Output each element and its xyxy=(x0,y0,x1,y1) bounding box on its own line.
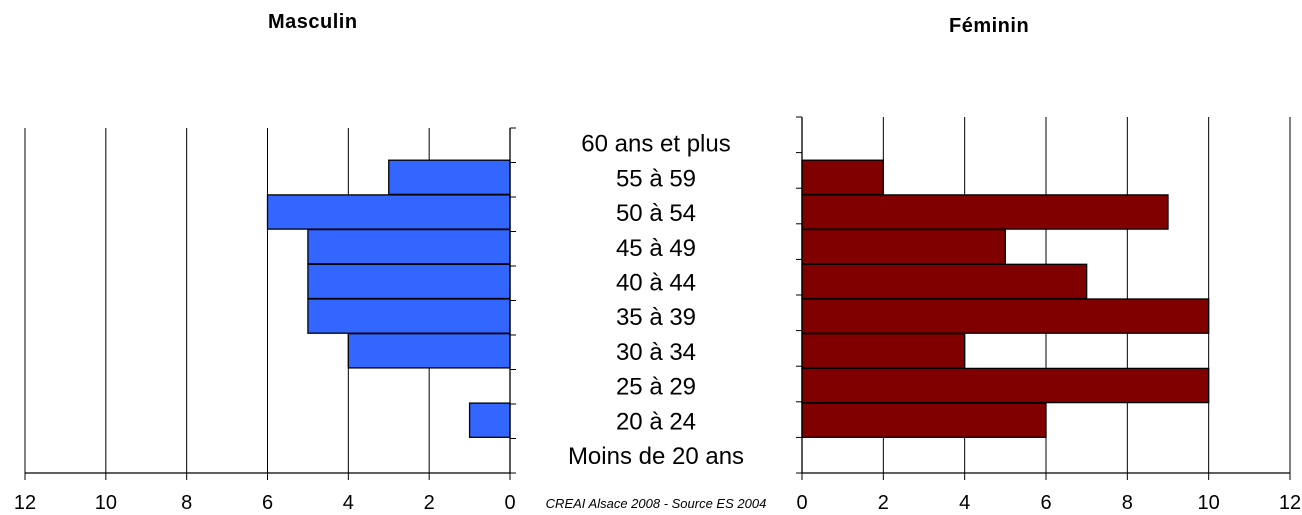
masculin-bars xyxy=(266,159,511,438)
feminin-tick-label-12: 12 xyxy=(1279,492,1301,514)
category-label-35-a-39: 35 à 39 xyxy=(616,304,696,331)
category-label-25-a-29: 25 à 29 xyxy=(616,374,696,401)
feminin-bar-25-a-29 xyxy=(801,367,1210,404)
source-note: CREAI Alsace 2008 - Source ES 2004 xyxy=(546,496,767,511)
category-label-50-a-54: 50 à 54 xyxy=(616,200,696,227)
feminin-tick-label-6: 6 xyxy=(1040,492,1051,514)
feminin-bar-50-a-54 xyxy=(801,194,1169,230)
category-label-moins-de-20-ans: Moins de 20 ans xyxy=(568,443,744,470)
masculin-bar-35-a-39 xyxy=(307,298,511,334)
feminin-bar-40-a-44 xyxy=(801,263,1088,300)
masculin-title: Masculin xyxy=(268,11,358,33)
category-label-30-a-34: 30 à 34 xyxy=(616,339,696,366)
feminin-tick-label-4: 4 xyxy=(959,492,970,514)
masculin-bar-40-a-44 xyxy=(307,263,511,300)
tick-labels: 0 0 2 2 4 4 6 6 8 8 10 10 12 12 xyxy=(14,492,1301,514)
feminin-tick-label-8: 8 xyxy=(1122,492,1133,514)
masculin-bar-50-a-54 xyxy=(266,194,511,230)
category-labels: Moins de 20 ans 20 à 24 25 à 29 30 à 34 35 à… xyxy=(568,131,744,470)
feminin-tick-label-0: 0 xyxy=(796,492,807,514)
masculin-tick-label-12: 12 xyxy=(14,492,36,514)
masculin-bar-45-a-49 xyxy=(307,228,511,265)
masculin-bar-20-a-24 xyxy=(468,402,511,438)
masculin-tick-label-2: 2 xyxy=(424,492,435,514)
feminin-tick-label-2: 2 xyxy=(878,492,889,514)
category-label-40-a-44: 40 à 44 xyxy=(616,270,696,297)
feminin-bar-55-a-59 xyxy=(801,159,884,196)
feminin-title: Féminin xyxy=(949,15,1030,37)
category-label-55-a-59: 55 à 59 xyxy=(616,165,696,192)
feminin-bar-20-a-24 xyxy=(801,402,1047,438)
feminin-tick-label-10: 10 xyxy=(1198,492,1220,514)
category-label-45-a-49: 45 à 49 xyxy=(616,235,696,262)
masculin-tick-label-10: 10 xyxy=(95,492,117,514)
masculin-bar-30-a-34 xyxy=(347,333,511,369)
masculin-bar-55-a-59 xyxy=(388,159,511,196)
masculin-tick-label-8: 8 xyxy=(181,492,192,514)
feminin-bars xyxy=(801,159,1210,438)
feminin-bar-35-a-39 xyxy=(801,298,1210,334)
category-label-60-ans-et-plus: 60 ans et plus xyxy=(581,131,730,158)
category-label-20-a-24: 20 à 24 xyxy=(616,408,696,435)
axes xyxy=(24,116,1291,480)
masculin-tick-label-0: 0 xyxy=(504,492,515,514)
feminin-bar-30-a-34 xyxy=(801,333,966,369)
masculin-tick-label-4: 4 xyxy=(343,492,354,514)
feminin-bar-45-a-49 xyxy=(801,228,1006,265)
masculin-tick-label-6: 6 xyxy=(262,492,273,514)
